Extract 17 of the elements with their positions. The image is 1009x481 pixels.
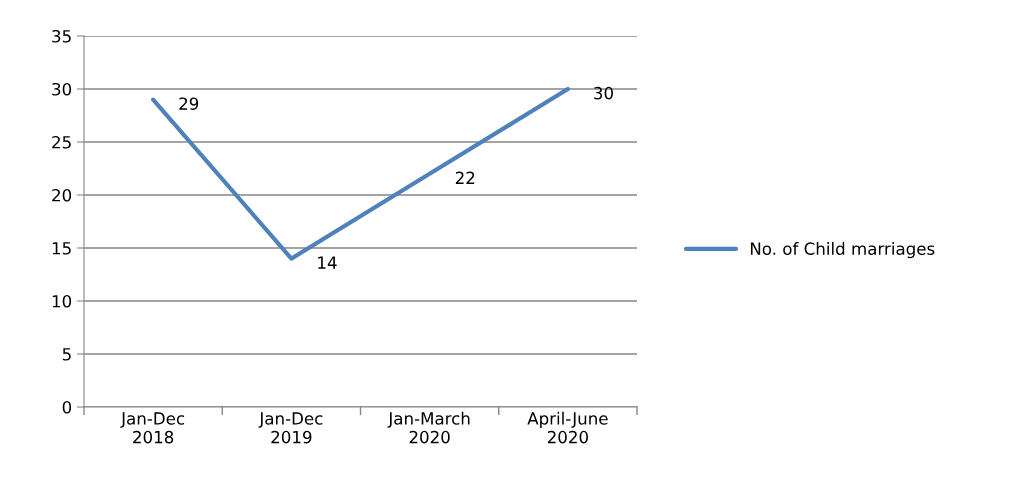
data-label: 29 — [179, 97, 199, 110]
y-tick-label: 25 — [52, 135, 71, 149]
x-tick-label: April-June 2020 — [527, 411, 608, 444]
y-tick-label: 20 — [52, 188, 72, 202]
y-tick-label: 0 — [62, 400, 72, 414]
x-tick-label: Jan-March 2020 — [387, 411, 470, 444]
data-label: 14 — [318, 256, 337, 269]
y-tick-label: 10 — [52, 294, 72, 308]
x-tick-label: Jan-Dec 2019 — [258, 412, 323, 444]
x-tick-label: Jan-Dec 2018 — [120, 412, 185, 444]
data-label: 30 — [594, 86, 613, 100]
data-label: 22 — [455, 171, 475, 184]
y-tick-label: 15 — [52, 242, 71, 255]
legend-label: No. of Child marriages — [750, 242, 935, 259]
y-tick-label: 30 — [52, 82, 72, 96]
y-tick-label: 5 — [62, 348, 71, 361]
y-tick-label: 35 — [52, 29, 71, 43]
